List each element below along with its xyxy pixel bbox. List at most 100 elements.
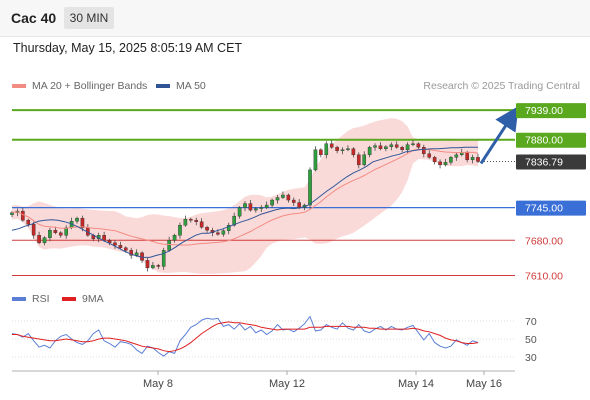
candle-body	[216, 232, 220, 235]
candle-body	[58, 232, 63, 236]
candle-body	[400, 147, 404, 150]
candle-body	[422, 147, 426, 155]
candle-body	[80, 217, 85, 228]
moving-averages	[11, 106, 519, 258]
level-badge-7880.00	[516, 132, 586, 148]
candle-body	[226, 224, 231, 231]
candle-body	[232, 215, 236, 226]
ma20-line	[11, 148, 479, 246]
candle-body	[134, 252, 139, 256]
time-axis: May 8 May 12 May 14 May 16	[12, 370, 515, 390]
candle-body	[465, 152, 469, 161]
candle-body	[297, 202, 301, 208]
time-tick-label: May 16	[466, 378, 502, 390]
candle-body	[405, 144, 410, 150]
rsi-tick-70: 70	[525, 316, 537, 328]
candle-body	[205, 226, 209, 231]
candle-body	[476, 157, 480, 162]
candle-body	[416, 143, 421, 148]
candle-body	[340, 149, 345, 151]
bollinger-band-area	[12, 118, 478, 274]
candle-body	[123, 247, 128, 251]
legend-rsi-ma-label: 9MA	[82, 293, 104, 305]
level-label-7745.00: 7745.00	[525, 203, 563, 215]
candle-body	[243, 203, 247, 208]
candle-body	[48, 230, 52, 238]
candle-body	[291, 199, 296, 203]
candle-body	[356, 154, 361, 166]
price-candles	[10, 140, 480, 272]
candle-body	[183, 218, 188, 226]
level-label-7939.00: 7939.00	[525, 105, 563, 117]
candle-body	[259, 207, 264, 209]
candle-body	[308, 169, 312, 206]
candle-body	[362, 154, 367, 166]
candle-body	[324, 143, 329, 156]
candle-body	[194, 219, 199, 222]
candle-body	[151, 265, 155, 269]
candle-body	[329, 143, 334, 148]
candle-body	[221, 230, 226, 235]
rsi-line	[11, 315, 479, 357]
candle-body	[389, 144, 394, 147]
legend-rsi-ma: 9MA	[62, 293, 104, 305]
candle-body	[275, 197, 280, 201]
candle-body	[394, 144, 399, 148]
candle-body	[378, 145, 383, 149]
candle-body	[178, 224, 182, 236]
legend-ma50: MA 50	[156, 80, 206, 92]
candle-body	[189, 218, 193, 221]
level-badge-7836.79	[516, 154, 586, 170]
candle-body	[281, 194, 285, 198]
candle-body	[286, 194, 291, 201]
candle-body	[449, 157, 453, 163]
level-badge-7745.00	[516, 200, 586, 216]
legend-ma20-swatch	[12, 84, 26, 88]
candle-body	[264, 204, 269, 208]
chart-header: Cac 40 30 MIN	[0, 0, 590, 37]
candle-body	[37, 235, 41, 243]
candle-body	[346, 148, 350, 150]
candle-body	[145, 260, 150, 269]
candle-body	[113, 242, 117, 246]
candle-body	[237, 207, 242, 217]
candle-body	[319, 149, 323, 156]
price-levels	[12, 109, 515, 276]
candle-body	[129, 250, 134, 256]
candle-body	[411, 143, 415, 145]
chart-datetime: Thursday, May 15, 2025 8:05:19 AM CET	[13, 41, 243, 55]
rsi-tick-30: 30	[525, 352, 537, 364]
candle-body	[367, 147, 372, 156]
symbol-title: Cac 40	[11, 10, 57, 26]
level-label-7880.00: 7880.00	[525, 135, 563, 147]
timeframe-button[interactable]: 30 MIN	[64, 7, 114, 29]
time-tick-label: May 12	[269, 378, 305, 390]
level-label-7680.00: 7680.00	[525, 235, 563, 247]
legend-rsi-ma-swatch	[62, 297, 76, 301]
level-badge-7939.00	[516, 103, 586, 119]
candle-body	[470, 157, 475, 161]
candle-body	[42, 237, 47, 243]
candle-body	[254, 208, 258, 211]
candle-body	[432, 157, 437, 163]
legend-ma20: MA 20 + Bollinger Bands	[12, 80, 147, 92]
candle-body	[373, 145, 377, 148]
level-label-7836.79: 7836.79	[525, 156, 563, 168]
candle-body	[384, 146, 388, 149]
legend-ma50-swatch	[156, 84, 170, 88]
candle-body	[270, 199, 274, 206]
candle-body	[75, 217, 79, 222]
candle-body	[53, 230, 58, 233]
level-labels: 7939.00 7880.00 7836.79 7745.00 7680.00 7610.…	[516, 103, 586, 282]
candle-body	[335, 147, 339, 151]
legend-rsi: RSI	[12, 293, 50, 305]
candle-body	[107, 240, 112, 243]
level-label-7610.00: 7610.00	[525, 270, 563, 282]
ma50-line	[11, 146, 478, 258]
rsi-panel: 70 50 30	[11, 315, 537, 364]
candle-body	[64, 227, 68, 236]
projection-arrow	[479, 106, 519, 165]
candle-body	[351, 148, 356, 156]
